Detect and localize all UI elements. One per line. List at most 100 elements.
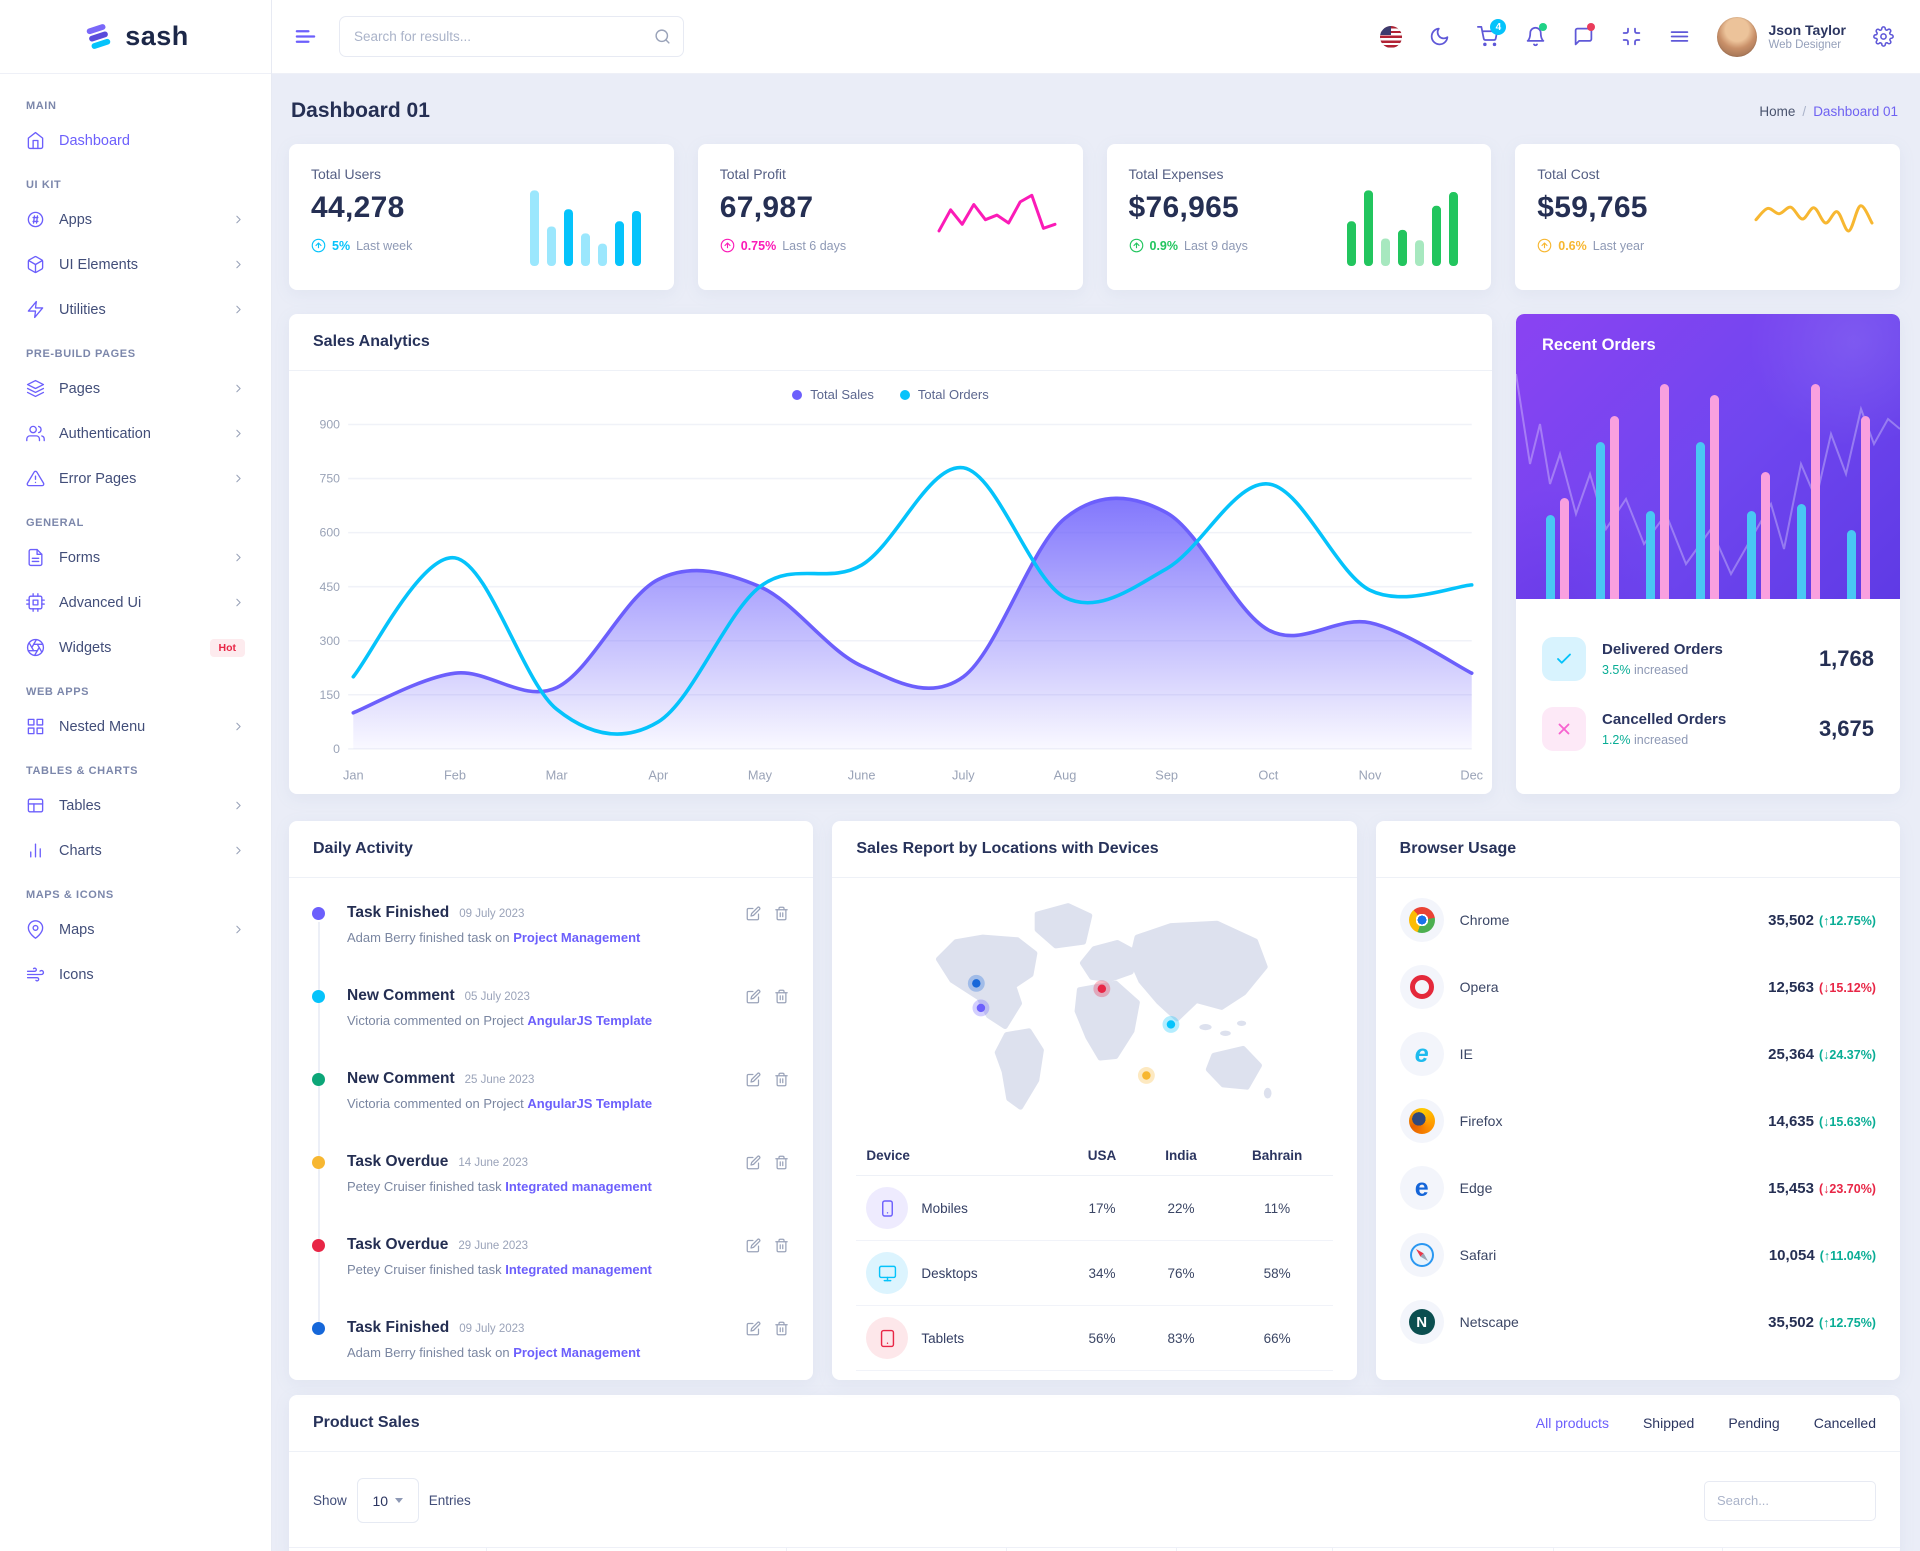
sales-analytics-chart: 0 150 300 450 600 750 900 Jan Feb Mar Apr May… (320, 418, 1484, 783)
entries-select[interactable]: 10 (356, 1478, 419, 1523)
activity-link[interactable]: AngularJS Template (527, 1013, 653, 1028)
trash-icon[interactable] (774, 1238, 789, 1253)
browser-row-netscape: N Netscape 35,502 (↑12.75%) (1399, 1300, 1876, 1344)
activity-link[interactable]: Project Management (513, 930, 641, 945)
sidebar-item-charts[interactable]: Charts (18, 828, 253, 873)
edit-icon[interactable] (746, 1321, 761, 1336)
svg-text:Feb: Feb (444, 768, 466, 783)
user-menu[interactable]: Json Taylor Web Designer (1717, 16, 1846, 57)
daily-activity-title: Daily Activity (313, 840, 413, 857)
order-bar-pair (1546, 384, 1569, 599)
sidebar-item-maps[interactable]: Maps (18, 907, 253, 952)
brand-logo[interactable]: sash (0, 0, 271, 74)
sidebar-item-dashboard[interactable]: Dashboard (18, 118, 253, 163)
brand-name: sash (125, 21, 189, 51)
x-icon (1542, 706, 1586, 751)
browser-usage-list: Chrome 35,502 (↑12.75%) Opera 12,563 (↓1… (1376, 878, 1900, 1364)
arrow-up-circle-icon (1537, 238, 1552, 253)
cancelled-bar (1560, 497, 1569, 599)
sidebar-item-error-pages[interactable]: Error Pages (18, 456, 253, 501)
fullscreen-icon[interactable] (1621, 26, 1642, 47)
product-table-header-cell (1333, 1548, 1554, 1551)
order-bar-pair (1596, 384, 1620, 599)
sidebar-item-widgets[interactable]: Widgets Hot (18, 625, 253, 670)
cart-icon[interactable]: 4 (1477, 19, 1507, 47)
edit-icon[interactable] (746, 906, 761, 921)
trash-icon[interactable] (774, 1072, 789, 1087)
sidebar-item-nested-menu[interactable]: Nested Menu (18, 704, 253, 749)
breadcrumb-home[interactable]: Home (1759, 103, 1796, 119)
sidebar-section-label: MAPS & ICONS (26, 889, 114, 901)
edit-icon[interactable] (746, 1238, 761, 1253)
settings-gear-icon[interactable] (1873, 26, 1894, 47)
messages-icon[interactable] (1573, 23, 1596, 47)
language-flag-icon[interactable] (1380, 25, 1403, 48)
col-device: Device (856, 1136, 1064, 1176)
trash-icon[interactable] (774, 906, 789, 921)
sidebar-item-icons[interactable]: Icons (18, 952, 253, 997)
safari-icon (1399, 1233, 1444, 1277)
delivered-bar (1796, 504, 1806, 599)
hot-badge: Hot (209, 638, 245, 657)
table-controls: Show 10 Entries (289, 1452, 1900, 1547)
file-icon (26, 548, 45, 567)
sidebar-item-pages[interactable]: Pages (18, 366, 253, 411)
edit-icon[interactable] (746, 989, 761, 1004)
sales-report-panel: Sales Report by Locations with Devices D… (832, 821, 1357, 1380)
notifications-icon[interactable] (1525, 23, 1548, 47)
daily-activity-panel: Daily Activity Task Finished 09 July 202… (289, 821, 814, 1380)
timeline-dot (312, 907, 325, 920)
trash-icon[interactable] (774, 989, 789, 1004)
map-marker[interactable] (1162, 1015, 1180, 1033)
stat-card-total-users: Total Users 44,278 5% Last week (289, 144, 674, 290)
activity-link[interactable]: AngularJS Template (527, 1096, 653, 1111)
map-marker[interactable] (1093, 980, 1111, 998)
tab-cancelled[interactable]: Cancelled (1813, 1415, 1876, 1431)
activity-link[interactable]: Project Management (513, 1345, 641, 1360)
sidebar-item-utilities[interactable]: Utilities (18, 287, 253, 332)
sidebar-item-advanced-ui[interactable]: Advanced Ui (18, 580, 253, 625)
map-marker[interactable] (972, 999, 990, 1017)
activity-link[interactable]: Integrated management (505, 1179, 652, 1194)
tab-pending[interactable]: Pending (1728, 1415, 1780, 1431)
sidebar-item-authentication[interactable]: Authentication (18, 411, 253, 456)
dark-mode-icon[interactable] (1429, 26, 1450, 47)
search-input[interactable] (354, 29, 646, 44)
stat-mini-chart (1750, 180, 1878, 266)
messages-dot (1587, 23, 1596, 31)
activity-link[interactable]: Integrated management (505, 1262, 652, 1277)
chevron-right-icon (232, 303, 245, 316)
chevron-right-icon (232, 472, 245, 485)
map-marker[interactable] (1138, 1067, 1156, 1084)
legend-item-total-sales[interactable]: Total Sales (792, 387, 874, 402)
trash-icon[interactable] (774, 1321, 789, 1336)
tab-all-products[interactable]: All products (1535, 1415, 1609, 1431)
cancelled-bar (1710, 394, 1720, 599)
users-icon (26, 424, 45, 443)
product-table-header-cell (787, 1548, 1008, 1551)
sidebar-item-tables[interactable]: Tables (18, 783, 253, 828)
sidebar-item-forms[interactable]: Forms (18, 535, 253, 580)
order-bar-pair (1696, 384, 1720, 599)
tab-shipped[interactable]: Shipped (1642, 1415, 1695, 1431)
right-sidebar-icon[interactable] (1669, 26, 1690, 47)
svg-text:750: 750 (320, 472, 341, 486)
map-marker[interactable] (968, 974, 986, 992)
search-icon[interactable] (654, 28, 671, 45)
recent-orders-panel: Recent Orders Delivered Ord (1516, 314, 1900, 794)
sales-analytics-title: Sales Analytics (313, 333, 430, 350)
monitor-icon (866, 1252, 909, 1294)
trash-icon[interactable] (774, 1155, 789, 1170)
svg-text:Oct: Oct (1258, 768, 1278, 783)
sidebar-item-ui-elements[interactable]: UI Elements (18, 242, 253, 287)
sidebar-toggle-icon[interactable] (294, 25, 317, 48)
legend-item-total-orders[interactable]: Total Orders (899, 387, 989, 402)
recent-orders-row-cancelled-orders: Cancelled Orders 1.2% increased 3,675 (1542, 706, 1874, 751)
product-table-header-cell (487, 1548, 787, 1551)
brand-logo-icon (86, 24, 111, 49)
table-search-input[interactable] (1704, 1480, 1876, 1521)
edit-icon[interactable] (746, 1072, 761, 1087)
edit-icon[interactable] (746, 1155, 761, 1170)
sidebar-item-apps[interactable]: Apps (18, 197, 253, 242)
